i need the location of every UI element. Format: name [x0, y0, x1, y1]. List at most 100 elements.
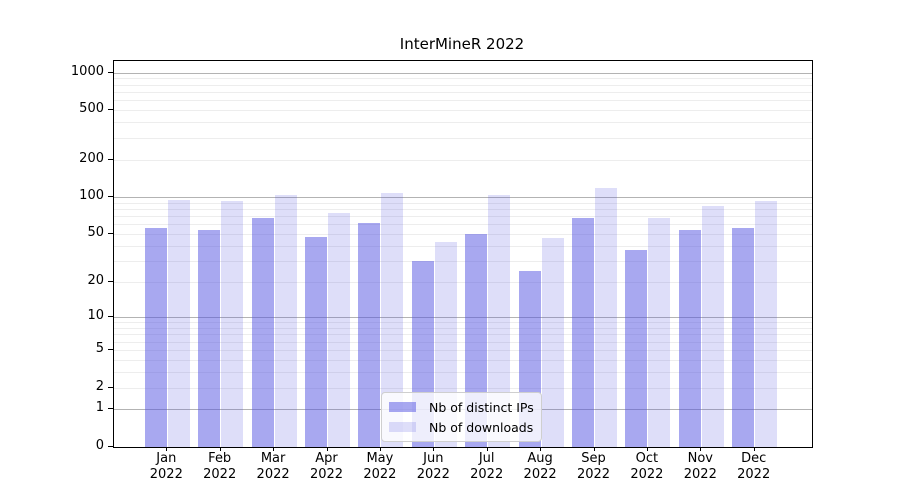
y-axis-tick — [108, 109, 113, 111]
x-month-name: Sep — [581, 451, 606, 466]
bar-distinct-ips-nov — [678, 229, 701, 447]
x-axis-tick — [593, 447, 595, 451]
x-month-label-may: May 2022 — [348, 451, 412, 482]
plot-area: Nb of distinct IPs Nb of downloads — [113, 60, 813, 448]
y-axis-tick-label: 20 — [87, 273, 104, 288]
y-axis-tick — [108, 386, 113, 388]
x-month-year: 2022 — [309, 466, 344, 482]
legend-row-distinct-ips: Nb of distinct IPs — [389, 397, 534, 417]
legend-label-distinct-ips: Nb of distinct IPs — [429, 399, 534, 415]
legend-swatch-downloads — [389, 422, 416, 432]
bar-downloads-aug — [541, 238, 564, 447]
y-axis-tick-label: 5 — [95, 340, 104, 356]
y-axis-tick-label: 2 — [95, 378, 104, 394]
gridline-minor — [114, 100, 812, 102]
x-axis-tick — [646, 447, 648, 451]
bar-downloads-apr — [328, 213, 350, 447]
y-axis-tick — [108, 158, 113, 160]
y-axis-tick — [108, 195, 113, 197]
x-month-year: 2022 — [576, 466, 611, 482]
gridline-minor — [114, 371, 812, 373]
y-axis-tick-label: 1 — [95, 400, 104, 416]
x-month-name: Dec — [741, 451, 767, 466]
x-month-label-oct: Oct 2022 — [615, 451, 679, 482]
x-month-label-mar: Mar 2022 — [241, 451, 305, 482]
x-month-label-apr: Apr 2022 — [295, 451, 359, 482]
gridline-minor — [114, 122, 812, 124]
y-axis-tick — [108, 71, 113, 73]
gridline-minor — [114, 137, 812, 139]
x-month-label-jul: Jul 2022 — [455, 451, 519, 482]
bar-downloads-mar — [274, 195, 297, 447]
bar-distinct-ips-feb — [198, 229, 221, 447]
x-month-label-sep: Sep 2022 — [562, 451, 626, 482]
y-axis-tick-label: 500 — [79, 101, 104, 117]
x-month-label-jun: Jun 2022 — [401, 451, 465, 482]
y-axis-tick-label: 100 — [79, 187, 104, 203]
gridline-minor — [114, 84, 812, 86]
bar-downloads-dec — [755, 201, 778, 447]
y-axis-tick — [108, 408, 113, 410]
x-axis-tick — [540, 447, 542, 451]
gridline-minor — [114, 334, 812, 336]
bar-downloads-sep — [595, 188, 617, 447]
gridline-minor — [114, 78, 812, 80]
x-month-year: 2022 — [683, 466, 717, 482]
x-month-year: 2022 — [256, 466, 290, 482]
gridline-minor — [114, 260, 812, 262]
bar-downloads-oct — [648, 217, 671, 447]
y-axis-tick-label: 0 — [95, 438, 104, 453]
y-axis-tick — [108, 348, 113, 350]
x-month-year: 2022 — [470, 466, 504, 482]
bar-distinct-ips-sep — [572, 218, 594, 447]
x-axis-tick — [753, 447, 755, 451]
x-month-label-aug: Aug 2022 — [508, 451, 572, 482]
y-axis-tick-label: 200 — [79, 150, 104, 166]
legend-row-downloads: Nb of downloads — [389, 417, 534, 437]
gridline-minor — [114, 359, 812, 361]
y-axis-tick — [108, 446, 113, 447]
bar-downloads-feb — [221, 201, 244, 447]
x-month-name: Jan — [156, 451, 177, 466]
bar-downloads-jul — [488, 195, 511, 447]
y-axis-tick-label: 10 — [87, 308, 104, 324]
bar-downloads-nov — [701, 205, 724, 447]
gridline-minor — [114, 224, 812, 226]
y-axis-tick — [108, 233, 113, 234]
x-month-label-feb: Feb 2022 — [188, 451, 252, 482]
x-axis-tick — [166, 447, 168, 451]
gridline-minor — [114, 322, 812, 324]
x-month-year: 2022 — [149, 466, 183, 482]
gridline-major — [114, 72, 812, 74]
x-axis-tick — [379, 447, 381, 451]
gridline-minor — [114, 159, 812, 161]
y-axis-tick — [108, 281, 113, 282]
gridline-minor — [114, 234, 812, 235]
gridline-major — [114, 317, 812, 319]
gridline-major — [114, 196, 812, 198]
gridline-minor — [114, 387, 812, 389]
bar-distinct-ips-oct — [625, 249, 648, 447]
x-month-year: 2022 — [416, 466, 450, 482]
x-month-name: Jun — [423, 451, 444, 466]
x-axis-tick — [486, 447, 488, 451]
x-month-year: 2022 — [630, 466, 664, 482]
chart-title: InterMineR 2022 — [399, 35, 525, 53]
x-month-label-jan: Jan 2022 — [134, 451, 198, 482]
bar-distinct-ips-mar — [251, 217, 274, 447]
gridline-minor — [114, 327, 812, 329]
legend: Nb of distinct IPs Nb of downloads — [381, 392, 542, 442]
bar-distinct-ips-jan — [144, 227, 167, 447]
x-month-label-dec: Dec 2022 — [722, 451, 786, 482]
x-month-name: Mar — [260, 451, 286, 466]
bar-downloads-may — [381, 192, 404, 447]
bar-downloads-jan — [167, 200, 190, 447]
gridline-minor — [114, 202, 812, 204]
bar-distinct-ips-apr — [305, 237, 327, 447]
x-month-year: 2022 — [523, 466, 557, 482]
legend-swatch-distinct-ips — [389, 402, 416, 412]
gridline-minor — [114, 208, 812, 210]
gridline-minor — [114, 245, 812, 247]
y-axis-tick — [108, 316, 113, 318]
